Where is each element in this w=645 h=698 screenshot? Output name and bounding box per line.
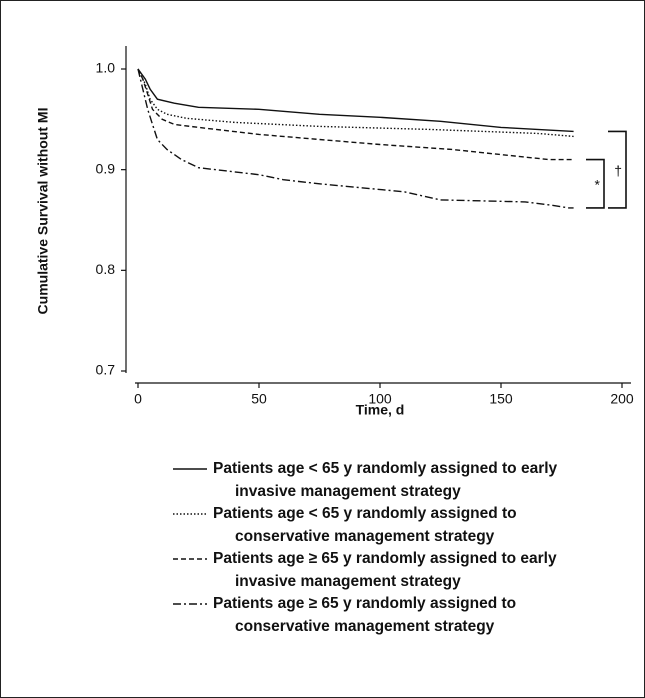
annotation: † <box>614 162 622 178</box>
legend-entry: Patients age ≥ 65 y randomly assigned to… <box>173 548 573 593</box>
x-tick-label: 150 <box>489 391 513 407</box>
legend-swatch <box>173 513 207 515</box>
x-tick-label: 0 <box>134 391 142 407</box>
x-tick-label: 100 <box>368 391 392 407</box>
x-tick-label: 50 <box>251 391 267 407</box>
y-axis-title: Cumulative Survival without MI <box>35 108 51 315</box>
legend-label: Patients age ≥ 65 y randomly assigned to… <box>213 595 517 635</box>
legend-label: Patients age < 65 y randomly assigned to… <box>213 505 517 545</box>
bracket <box>608 130 627 209</box>
y-tick-label: 0.8 <box>96 261 116 277</box>
legend-swatch <box>173 603 207 605</box>
legend-entry: Patients age < 65 y randomly assigned to… <box>173 458 573 503</box>
legend-swatch <box>173 468 207 470</box>
legend-entry: Patients age ≥ 65 y randomly assigned to… <box>173 593 573 638</box>
y-tick-label: 0.9 <box>96 160 116 176</box>
y-tick-label: 0.7 <box>96 362 116 378</box>
y-tick-label: 1.0 <box>96 60 116 76</box>
survival-line <box>137 68 574 138</box>
legend-label: Patients age < 65 y randomly assigned to… <box>213 460 558 500</box>
survival-line <box>137 68 574 209</box>
chart: Cumulative Survival without MI Time, d 0… <box>35 46 634 418</box>
legend-swatch <box>173 558 207 560</box>
legend-label: Patients age ≥ 65 y randomly assigned to… <box>213 550 557 590</box>
bracket <box>586 158 605 209</box>
x-axis-title: Time, d <box>356 402 405 418</box>
x-tick-label: 200 <box>610 391 634 407</box>
legend: Patients age < 65 y randomly assigned to… <box>173 458 573 638</box>
legend-entry: Patients age < 65 y randomly assigned to… <box>173 503 573 548</box>
annotation: * <box>595 176 601 192</box>
survival-line <box>137 68 574 161</box>
survival-line <box>137 68 574 133</box>
